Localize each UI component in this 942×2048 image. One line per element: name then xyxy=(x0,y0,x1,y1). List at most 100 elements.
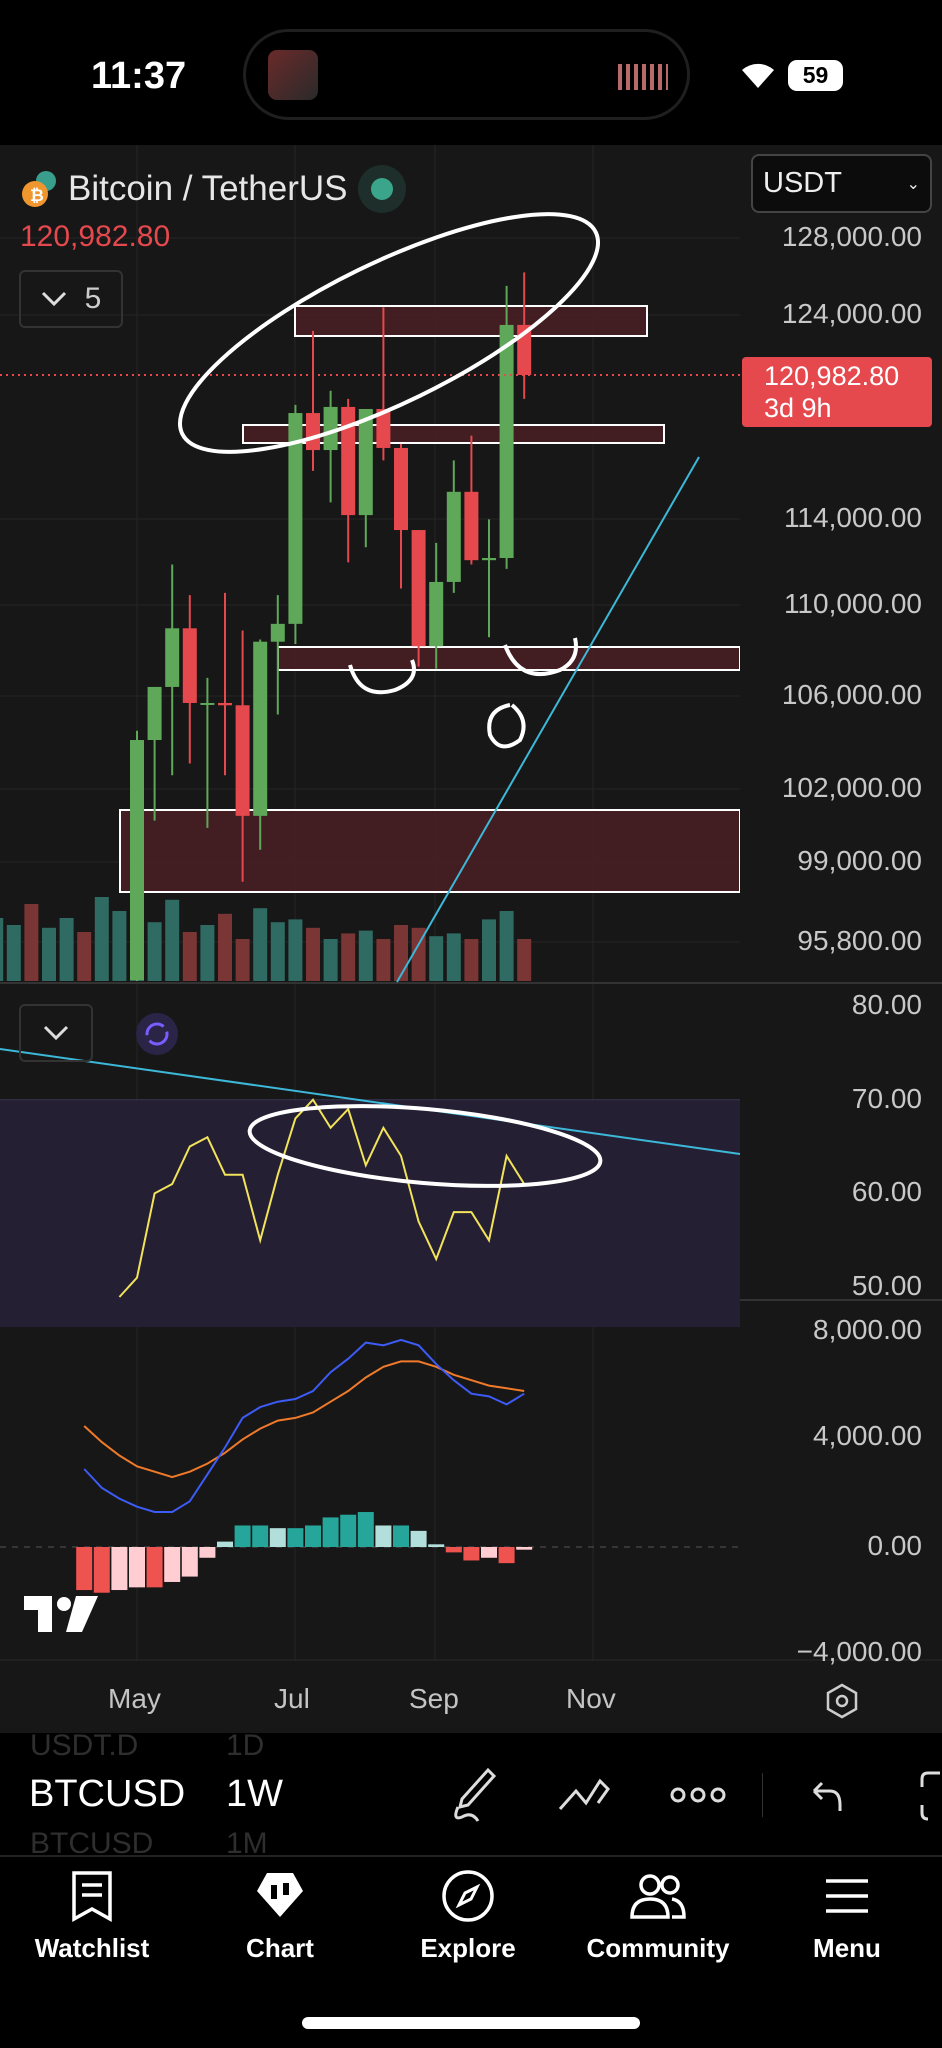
tab-community[interactable]: Community xyxy=(564,1869,752,1964)
volume-bar xyxy=(77,932,92,981)
axis-label: 114,000.00 xyxy=(783,502,922,533)
prev-symbol[interactable]: USDT.D xyxy=(30,1729,139,1762)
symbol-title: Bitcoin / TetherUS xyxy=(68,169,348,208)
svg-text:₿: ₿ xyxy=(30,186,44,205)
more-icon[interactable] xyxy=(670,1785,726,1805)
rsi-trend-line xyxy=(0,1048,741,1155)
macd-histogram-bar xyxy=(357,1512,374,1547)
zone-rectangle xyxy=(119,809,740,893)
indicators-toggle-button[interactable]: 5 xyxy=(19,270,123,328)
chevron-down-icon: ⌄ xyxy=(906,175,920,193)
volume-bar xyxy=(411,927,426,981)
macd-histogram-bar xyxy=(463,1547,480,1561)
rsi-band xyxy=(0,1099,740,1328)
tab-explore[interactable]: Explore xyxy=(374,1869,562,1964)
tab-menu[interactable]: Menu xyxy=(753,1869,941,1964)
volume-bar xyxy=(446,933,461,981)
now-playing-artwork-icon xyxy=(268,50,318,100)
macd-histogram-bar xyxy=(322,1517,339,1547)
watchlist-icon xyxy=(72,1871,112,1922)
candle-body xyxy=(165,628,180,687)
chart-canvas[interactable] xyxy=(0,0,942,1733)
candle-body xyxy=(147,686,162,741)
macd-histogram-bar xyxy=(146,1547,163,1588)
volume-bar xyxy=(112,911,127,981)
undo-icon[interactable] xyxy=(810,1779,846,1813)
candle-body xyxy=(235,705,250,816)
candle-body xyxy=(341,406,356,516)
volume-bar xyxy=(482,919,496,981)
price-pane xyxy=(0,272,740,981)
symbol-header[interactable]: ₿ Bitcoin / TetherUS xyxy=(20,163,408,215)
time-label-nov: Nov xyxy=(566,1683,616,1714)
macd-histogram-bar xyxy=(393,1525,409,1547)
axis-label: 99,000.00 xyxy=(797,845,922,876)
next-interval[interactable]: 1M xyxy=(226,1827,268,1860)
axis-label: 8,000.00 xyxy=(813,1314,922,1345)
rsi-collapse-button[interactable] xyxy=(19,1004,93,1062)
axis-label: 102,000.00 xyxy=(781,772,922,803)
indicator-count: 5 xyxy=(84,282,102,315)
candle-body xyxy=(288,413,303,624)
fullscreen-icon[interactable] xyxy=(918,1771,942,1821)
axis-label: 60.00 xyxy=(851,1176,922,1207)
volume-bar xyxy=(394,925,408,981)
candle-body xyxy=(464,491,479,561)
axis-label: 110,000.00 xyxy=(783,588,922,619)
candle-body xyxy=(130,740,144,981)
sync-icon[interactable] xyxy=(136,1013,178,1055)
macd-histogram-bar xyxy=(340,1514,357,1547)
freehand-drawing xyxy=(503,637,578,676)
macd-histogram-bar xyxy=(481,1547,497,1558)
macd-histogram-bar xyxy=(375,1525,392,1547)
trend-line xyxy=(396,456,700,983)
market-open-icon xyxy=(357,165,406,213)
status-bar: 11:37 59 xyxy=(0,0,942,145)
axis-label: 70.00 xyxy=(851,1083,922,1114)
candle-body xyxy=(394,447,408,531)
candle-body xyxy=(182,628,197,703)
battery-icon: 59 xyxy=(788,60,843,91)
home-indicator xyxy=(302,2017,640,2029)
tab-watchlist[interactable]: Watchlist xyxy=(0,1869,186,1964)
macd-histogram-bar xyxy=(305,1525,321,1547)
chart-settings-icon[interactable] xyxy=(825,1683,859,1719)
draw-pen-icon[interactable] xyxy=(448,1767,498,1823)
candle-body xyxy=(411,530,426,647)
axis-label: 80.00 xyxy=(851,989,922,1020)
current-price-label: 120,982.80 3d 9h xyxy=(742,357,932,427)
volume-bar xyxy=(306,927,320,981)
macd-histogram-bar xyxy=(129,1547,145,1588)
candle-body xyxy=(482,558,496,561)
tab-label: Menu xyxy=(813,1933,881,1963)
dynamic-island xyxy=(243,29,690,120)
audio-wave-icon xyxy=(618,64,668,90)
tab-label: Chart xyxy=(246,1933,314,1963)
macd-histogram-bar xyxy=(516,1547,533,1550)
interval-picker[interactable]: 1W xyxy=(226,1773,283,1815)
macd-line xyxy=(83,1338,525,1513)
volume-bar xyxy=(59,918,74,981)
last-price: 120,982.80 xyxy=(20,220,171,253)
community-icon xyxy=(630,1874,686,1919)
macd-histogram-bar xyxy=(111,1547,128,1591)
next-symbol[interactable]: BTCUSD xyxy=(30,1827,154,1860)
volume-bar xyxy=(6,925,21,981)
macd-histogram-bar xyxy=(181,1547,198,1577)
volume-bar xyxy=(499,911,514,981)
tradingview-logo xyxy=(24,1596,98,1632)
volume-bar xyxy=(288,919,303,981)
axis-label: 106,000.00 xyxy=(781,679,922,710)
symbol-picker[interactable]: BTCUSD xyxy=(29,1773,186,1815)
macd-histogram-bar xyxy=(199,1547,216,1558)
drawing-tools-icon[interactable] xyxy=(556,1775,612,1815)
chevron-down-icon xyxy=(41,291,66,307)
macd-histogram-bar xyxy=(498,1547,515,1564)
volume-bar xyxy=(147,922,162,981)
tab-chart[interactable]: Chart xyxy=(186,1869,374,1964)
macd-histogram-bar xyxy=(445,1547,462,1553)
volume-bar xyxy=(358,930,373,981)
volume-bar xyxy=(42,927,56,981)
currency-select[interactable]: USDT ⌄ xyxy=(751,154,932,213)
prev-interval[interactable]: 1D xyxy=(226,1729,265,1762)
